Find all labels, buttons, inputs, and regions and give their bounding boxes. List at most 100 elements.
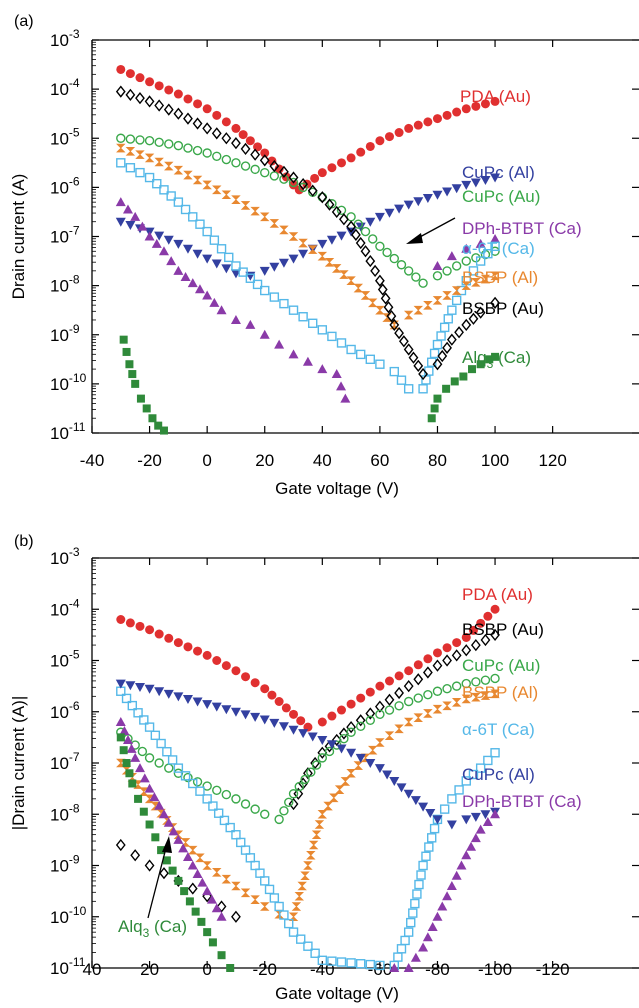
data-point [377,283,388,296]
data-point [221,705,232,715]
x-tick-label: -100 [478,960,512,979]
data-point [162,856,171,865]
data-point [317,955,328,966]
data-point [259,154,270,167]
data-point [396,260,407,270]
data-point [461,318,472,332]
data-point [418,278,428,288]
data-point [144,172,155,183]
data-point [475,763,486,773]
y-tick-label: 10-4 [50,76,80,99]
data-point [421,851,431,861]
data-point [211,259,222,269]
data-point [317,325,328,335]
data-point [125,360,134,369]
data-point [490,96,500,106]
data-point [480,691,491,700]
data-point [375,359,385,369]
data-point [374,274,385,287]
data-point [403,310,414,320]
data-point [173,165,184,175]
data-point [116,158,126,168]
data-point [274,901,284,912]
data-point [231,830,241,840]
data-point [394,724,404,734]
data-point [212,185,222,195]
data-point [216,244,227,254]
data-point [375,709,385,720]
data-point [346,727,356,737]
data-point [148,414,157,423]
x-tick-label: 80 [428,451,447,470]
data-point [269,262,280,272]
data-point [432,114,442,124]
data-point [217,951,226,960]
data-point [115,717,126,726]
data-point [317,192,328,202]
data-point [337,158,347,168]
data-point [212,110,222,120]
data-point [116,733,125,742]
data-point [260,148,270,158]
data-point [221,789,232,800]
data-point [269,171,280,181]
data-point [317,191,328,204]
data-point [365,715,375,725]
data-point [461,644,472,657]
data-point [274,814,284,825]
data-point [468,769,479,780]
data-point [475,306,486,319]
data-point [202,650,212,660]
data-point [355,753,366,763]
data-point [224,252,234,263]
data-point [178,843,189,853]
data-point [394,671,404,681]
data-point [202,122,213,135]
data-point [430,404,439,413]
data-point [346,748,357,758]
data-point [192,869,203,879]
data-point [298,249,309,259]
data-point [340,777,351,786]
data-point [403,200,414,210]
data-point [314,820,325,829]
data-point [195,853,205,863]
data-point [432,271,443,281]
data-point [151,238,162,248]
data-point [125,69,135,79]
data-point [288,254,299,264]
series-label: BSBP (Au) [462,299,544,318]
data-point [154,157,164,167]
data-point [324,198,335,211]
data-point [351,228,361,241]
data-point [323,801,333,811]
data-point [360,226,371,237]
data-point [450,377,459,386]
data-point [128,370,137,379]
x-tick-label: -20 [252,960,277,979]
data-point [194,284,205,294]
data-point [202,700,213,710]
data-point [191,907,200,916]
data-point [240,201,251,210]
data-point [471,692,481,702]
data-point [139,807,148,816]
data-point [231,123,241,133]
data-point [151,833,160,842]
data-point [284,797,294,807]
annotation-arrow [417,217,456,239]
data-point [144,859,155,872]
data-point [216,911,227,921]
data-point [451,295,462,306]
data-point [212,151,222,161]
data-point [406,917,416,928]
data-point [303,767,313,780]
data-point [310,948,320,958]
data-point [145,625,155,635]
data-point [180,771,191,781]
data-point [480,633,491,647]
data-point [461,776,471,786]
data-point [331,264,342,273]
data-point [195,786,205,796]
data-point [119,335,128,344]
